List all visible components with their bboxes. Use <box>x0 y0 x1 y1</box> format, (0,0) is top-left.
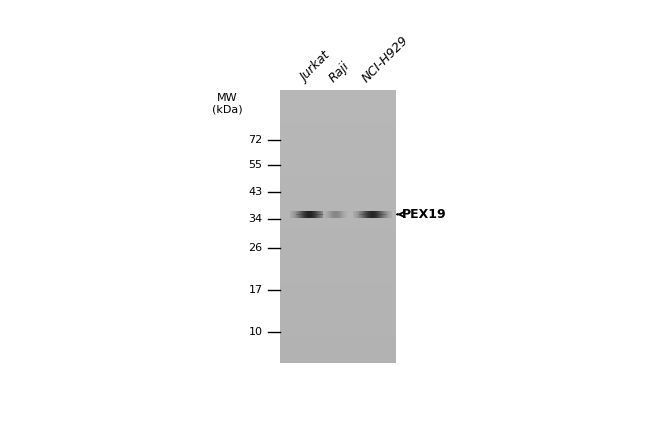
Text: Raji: Raji <box>326 59 352 85</box>
Text: 17: 17 <box>248 285 263 295</box>
Text: 43: 43 <box>248 187 263 197</box>
Text: PEX19: PEX19 <box>402 208 447 221</box>
Text: 72: 72 <box>248 135 263 145</box>
Text: 26: 26 <box>248 243 263 253</box>
Text: 55: 55 <box>248 160 263 170</box>
Text: 10: 10 <box>248 327 263 337</box>
Text: MW
(kDa): MW (kDa) <box>212 93 242 114</box>
Text: 34: 34 <box>248 214 263 224</box>
Text: Jurkat: Jurkat <box>298 50 333 85</box>
Text: NCI-H929: NCI-H929 <box>359 33 411 85</box>
